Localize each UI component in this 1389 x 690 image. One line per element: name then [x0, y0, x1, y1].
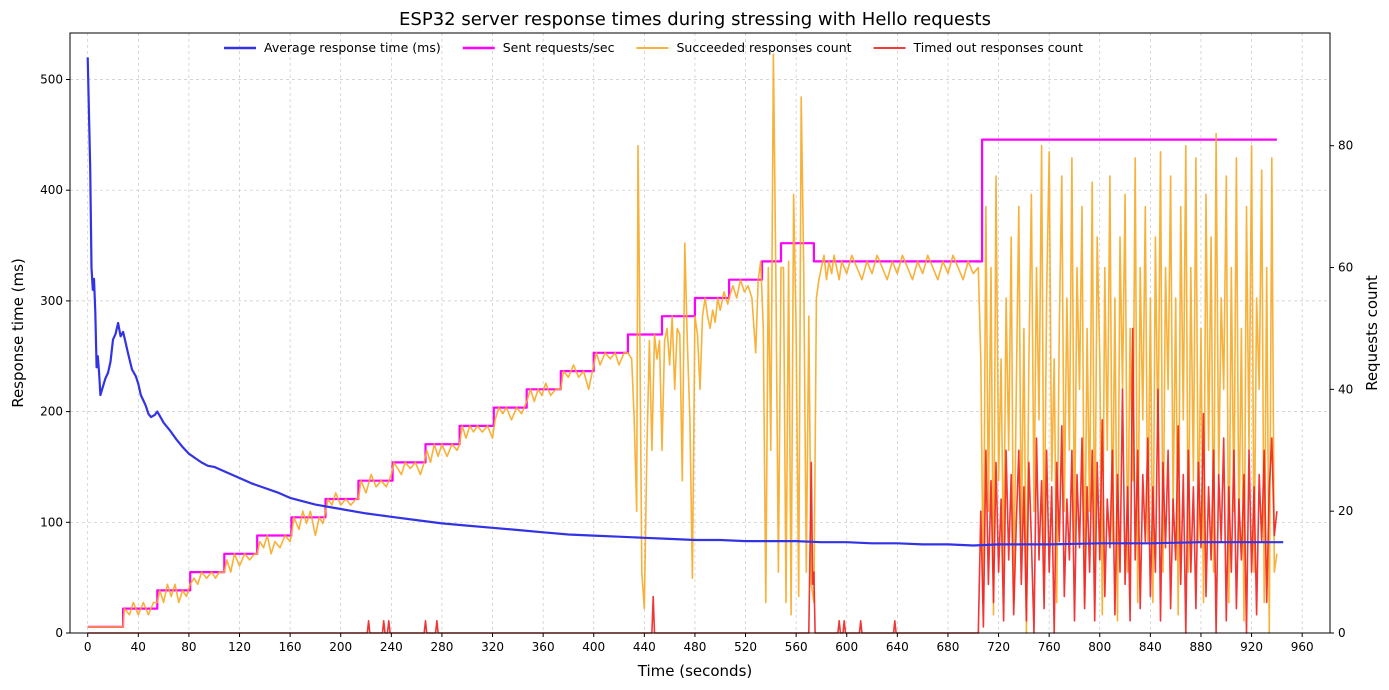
x-tick-label: 160: [279, 640, 302, 654]
y2-tick-label: 80: [1338, 139, 1353, 153]
x-tick-label: 680: [936, 640, 959, 654]
x-tick-label: 200: [329, 640, 352, 654]
series-line-2: [87, 53, 1278, 634]
x-tick-label: 0: [84, 640, 92, 654]
x-tick-label: 240: [380, 640, 403, 654]
y-tick-label: 0: [55, 626, 63, 640]
x-tick-label: 360: [532, 640, 555, 654]
y2-tick-label: 60: [1338, 261, 1353, 275]
x-tick-label: 800: [1088, 640, 1111, 654]
legend-label: Timed out responses count: [913, 40, 1084, 55]
y2-tick-label: 0: [1338, 626, 1346, 640]
x-tick-label: 960: [1291, 640, 1314, 654]
x-tick-label: 280: [430, 640, 453, 654]
x-tick-label: 640: [886, 640, 909, 654]
y2-axis-ticks: 0 20 40 60 80: [1330, 139, 1353, 640]
plot-frame: [69, 32, 1331, 634]
y-axis-ticks: 0 100 200 300 400 500: [40, 72, 70, 640]
x-axis-ticks: 0 40 80 120 160 200 240 280 320 360 400 440 480 520 56…: [84, 633, 1314, 654]
legend-label: Sent requests/sec: [503, 40, 615, 55]
x-tick-label: 920: [1240, 640, 1263, 654]
x-tick-label: 120: [228, 640, 251, 654]
y2-tick-label: 20: [1338, 504, 1353, 518]
y2-tick-label: 40: [1338, 382, 1353, 396]
x-tick-label: 840: [1139, 640, 1162, 654]
x-tick-label: 80: [181, 640, 196, 654]
x-tick-label: 440: [633, 640, 656, 654]
series-line-3: [87, 327, 1278, 634]
x-tick-label: 880: [1190, 640, 1213, 654]
y-tick-label: 400: [40, 183, 63, 197]
legend-label: Average response time (ms): [264, 40, 441, 55]
series-layer: [86, 53, 1284, 634]
legend-label: Succeeded responses count: [676, 40, 851, 55]
legend: Average response time (ms) Sent requests/…: [224, 40, 1083, 55]
x-tick-label: 520: [734, 640, 757, 654]
x-tick-label: 400: [582, 640, 605, 654]
x-axis-label: Time (seconds): [637, 662, 753, 680]
x-tick-label: 40: [131, 640, 146, 654]
y-tick-label: 100: [40, 515, 63, 529]
y-axis-label: Response time (ms): [9, 258, 27, 408]
x-tick-label: 320: [481, 640, 504, 654]
y-tick-label: 500: [40, 72, 63, 86]
x-tick-label: 600: [835, 640, 858, 654]
y2-axis-label: Requests count: [1363, 275, 1381, 391]
x-tick-label: 760: [1038, 640, 1061, 654]
x-tick-label: 560: [785, 640, 808, 654]
series-line-0: [86, 57, 1284, 547]
y-tick-label: 300: [40, 294, 63, 308]
y-tick-label: 200: [40, 405, 63, 419]
x-tick-label: 480: [683, 640, 706, 654]
chart-title: ESP32 server response times during stres…: [399, 9, 991, 30]
x-tick-label: 720: [987, 640, 1010, 654]
